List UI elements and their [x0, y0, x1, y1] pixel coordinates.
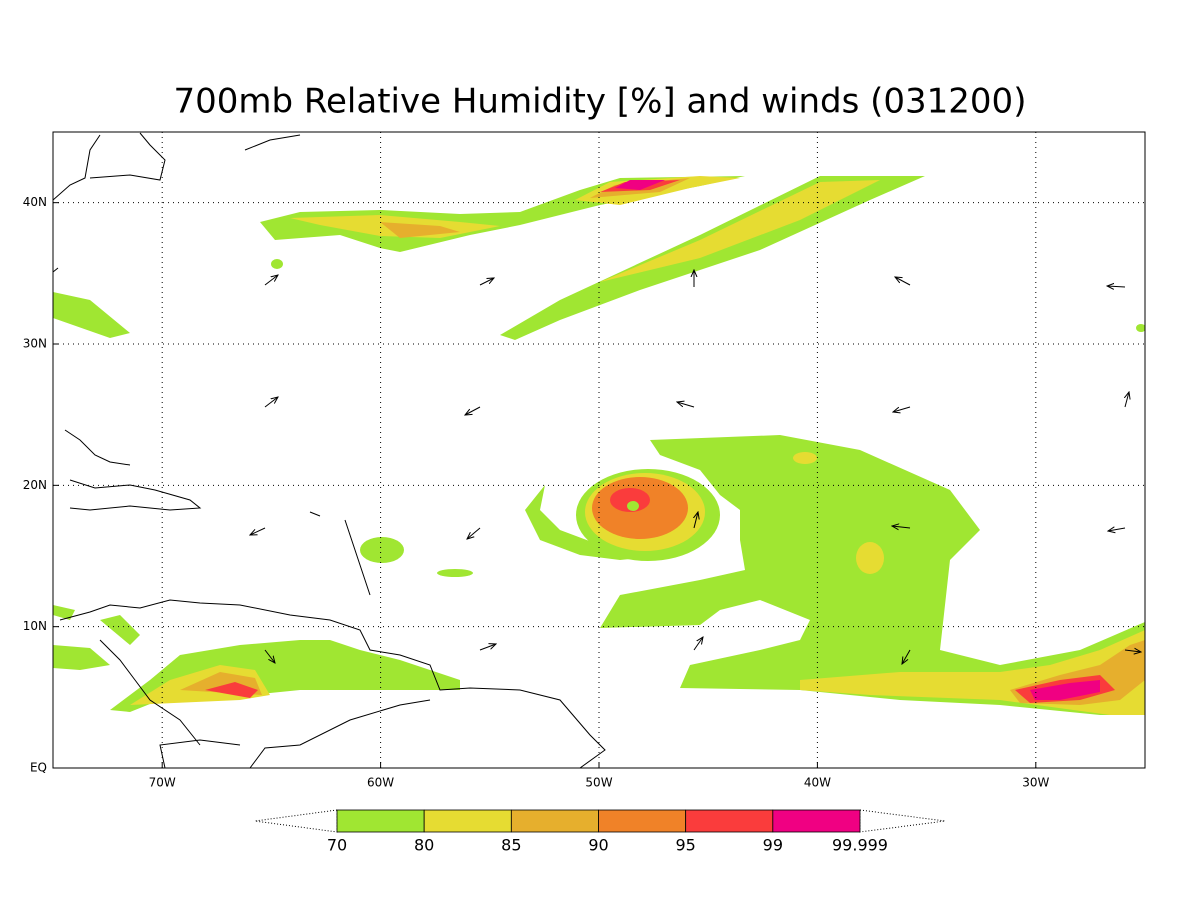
colorbar-swatch — [598, 809, 687, 833]
wind-arrow — [479, 644, 496, 651]
colorbar-label: 70 — [327, 836, 347, 855]
humidity-area — [600, 180, 880, 282]
colorbar-swatch — [423, 809, 512, 833]
lat-tick-label: 40N — [23, 195, 47, 209]
colorbar-label: 85 — [501, 836, 521, 855]
wind-arrow — [892, 526, 911, 528]
lon-tick-label: 30W — [1022, 776, 1049, 790]
colorbar-swatch — [685, 809, 774, 833]
humidity-area — [205, 682, 258, 698]
humidity-area — [1030, 680, 1100, 700]
humidity-area — [500, 176, 925, 340]
humidity-area — [53, 292, 130, 338]
humidity-area — [610, 488, 650, 512]
wind-arrow — [467, 527, 481, 539]
wind-arrow — [479, 278, 494, 286]
humidity-area — [615, 180, 665, 190]
wind-arrow — [264, 275, 278, 286]
humidity-area — [600, 435, 1145, 715]
wind-arrow — [264, 649, 275, 663]
humidity-area — [360, 537, 404, 563]
humidity-area — [53, 605, 75, 620]
colorbar-label: 99.999 — [832, 836, 888, 855]
humidity-area — [100, 615, 140, 645]
wind-arrow — [465, 406, 481, 415]
wind-arrow — [893, 406, 911, 412]
lon-tick-label: 60W — [367, 776, 394, 790]
humidity-area — [380, 222, 460, 238]
humidity-area — [437, 569, 473, 577]
colorbar-swatch — [336, 809, 425, 833]
wind-arrow — [264, 397, 278, 408]
humidity-area — [271, 259, 283, 269]
coastline — [59, 599, 606, 768]
lon-tick-label: 50W — [585, 776, 612, 790]
colorbar-label: 90 — [588, 836, 608, 855]
coastline — [309, 511, 371, 596]
wind-arrow — [694, 512, 698, 529]
colorbar-label: 99 — [763, 836, 783, 855]
wind-arrow — [1124, 650, 1141, 652]
humidity-area — [627, 501, 639, 511]
humidity-area — [53, 645, 110, 670]
coastlines — [53, 132, 606, 768]
lat-tick-label: EQ — [30, 761, 47, 775]
wind-arrow — [1108, 528, 1126, 531]
lat-tick-label: 30N — [23, 337, 47, 351]
map-frame — [52, 131, 1146, 769]
wind-arrow — [250, 527, 266, 535]
wind-arrow — [902, 649, 911, 664]
humidity-area — [856, 542, 884, 574]
wind-arrow — [895, 277, 911, 286]
humidity-area — [1136, 324, 1145, 332]
colorbar: 70 80 85 90 95 99 99.999 — [254, 809, 946, 855]
coastline — [53, 132, 301, 273]
humidity-area — [525, 485, 640, 560]
wind-arrow — [1107, 286, 1126, 287]
colorbar-label: 95 — [675, 836, 695, 855]
colorbar-extension — [859, 809, 946, 833]
lon-tick-label: 40W — [804, 776, 831, 790]
colorbar-swatch — [510, 809, 599, 833]
colorbar-label: 80 — [414, 836, 434, 855]
wind-vectors — [250, 270, 1141, 664]
humidity-field — [53, 176, 1145, 715]
humidity-area — [793, 452, 817, 464]
colorbar-extension — [254, 809, 338, 833]
wind-arrow — [677, 402, 695, 408]
lon-tick-label: 70W — [149, 776, 176, 790]
wind-arrow — [1125, 392, 1129, 408]
lat-tick-label: 20N — [23, 478, 47, 492]
map-title: 700mb Relative Humidity [%] and winds (0… — [174, 82, 1027, 122]
wind-arrow — [693, 637, 703, 651]
coastline — [64, 429, 202, 511]
lat-tick-label: 10N — [23, 619, 47, 633]
colorbar-swatch — [772, 809, 861, 833]
